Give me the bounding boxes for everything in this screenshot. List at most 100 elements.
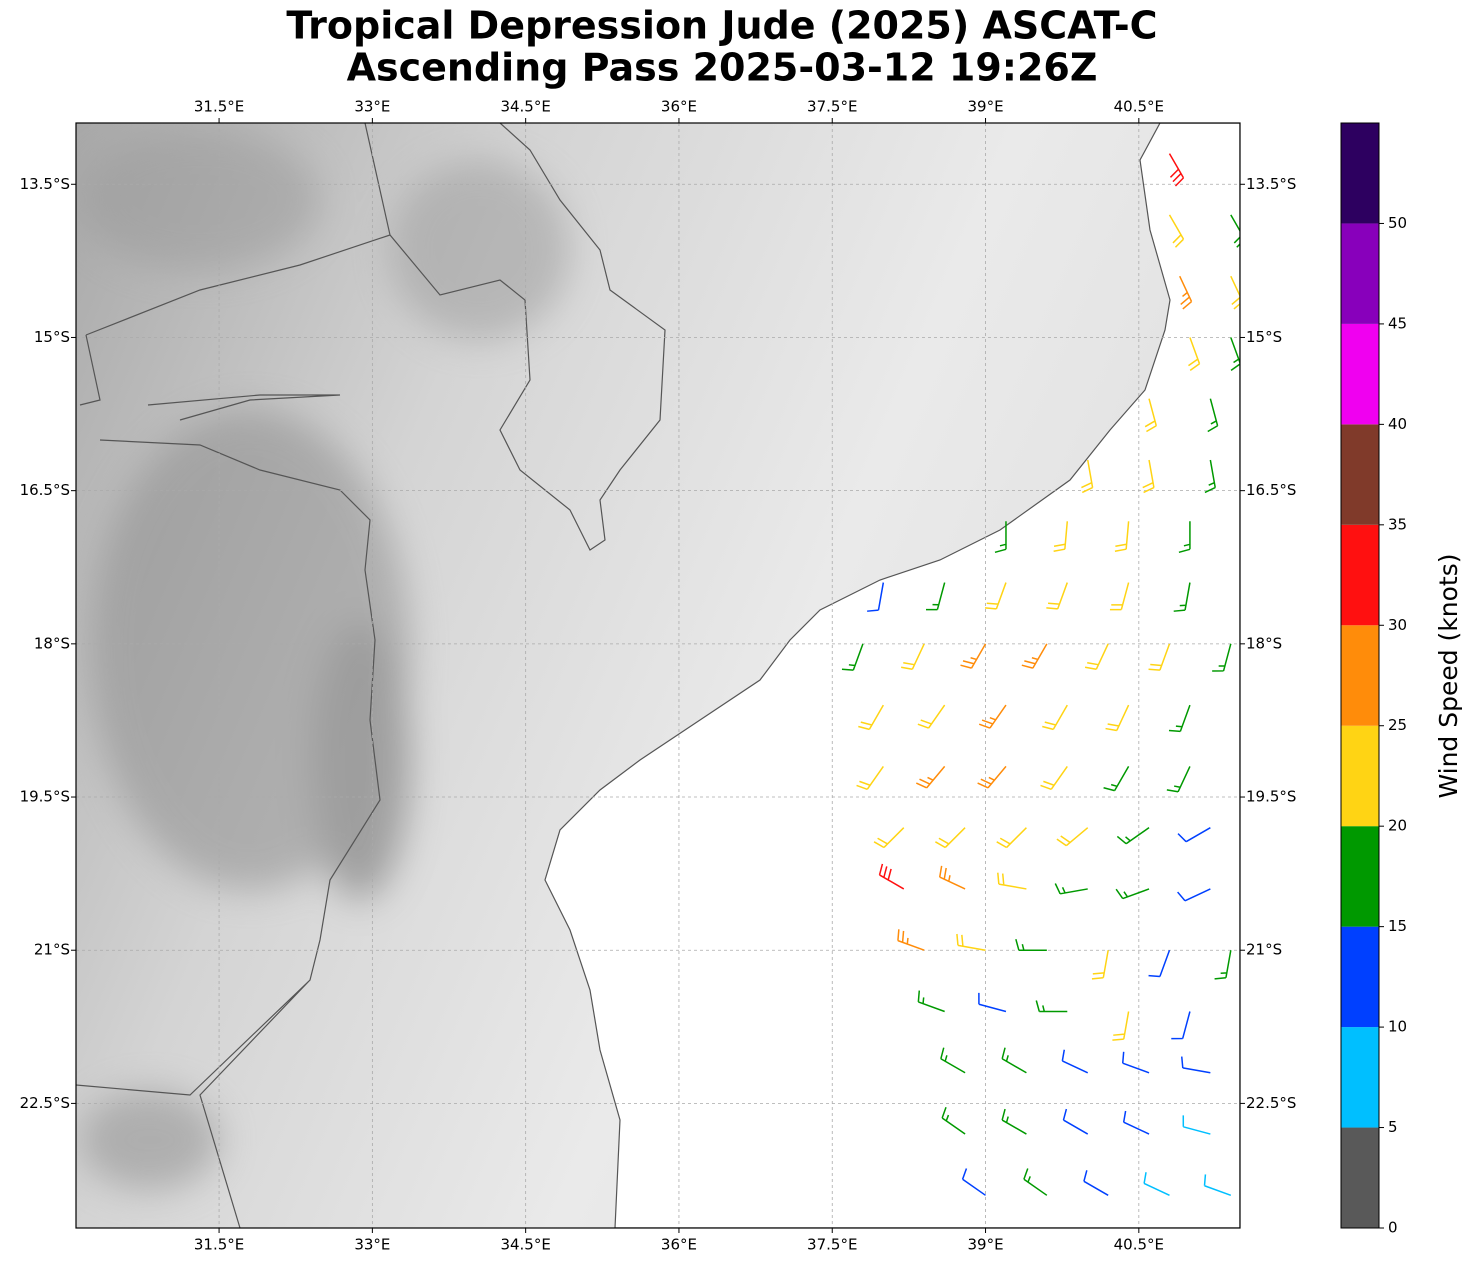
wind-barb — [915, 765, 946, 789]
wind-barb — [956, 933, 986, 951]
lat-tick-label: 16.5°S — [1246, 481, 1296, 499]
lat-tick-label: 18°S — [34, 634, 70, 652]
colorbar-tick-label: 10 — [1388, 1018, 1407, 1036]
wind-barb — [856, 765, 884, 791]
wind-barb — [1053, 521, 1069, 552]
wind-barb — [1212, 643, 1232, 672]
lat-tick-label: 19.5°S — [1246, 788, 1296, 806]
wind-barb — [1116, 827, 1150, 845]
borders — [76, 123, 666, 1228]
colorbar-tick-label: 30 — [1388, 616, 1407, 634]
wind-barb — [994, 521, 1007, 554]
map-frame — [75, 122, 1241, 1229]
wind-barb — [1040, 765, 1068, 791]
wind-barb — [1180, 1056, 1211, 1074]
wind-barb — [917, 990, 945, 1013]
wind-barb — [1103, 766, 1130, 792]
colorbar-segment — [1341, 424, 1379, 525]
wind-barb — [1173, 582, 1191, 612]
wind-barb — [1142, 459, 1155, 494]
colorbar-tick-label: 35 — [1388, 515, 1407, 533]
wind-barb — [941, 1106, 966, 1135]
lat-tick-label: 21°S — [34, 941, 70, 959]
wind-barb — [1177, 888, 1211, 902]
colorbar-segment — [1341, 725, 1379, 827]
lon-tick-label: 36°E — [661, 1236, 697, 1254]
wind-barb — [938, 865, 966, 890]
colorbar-segment — [1341, 323, 1379, 425]
ocean — [544, 123, 1240, 1228]
wind-barb — [867, 582, 885, 612]
wind-barb — [1188, 337, 1201, 371]
lon-tick-label: 39°E — [967, 98, 1003, 116]
wind-barb — [1054, 883, 1088, 895]
lon-tick-label: 31.5°E — [194, 1236, 244, 1254]
wind-barb — [1084, 643, 1109, 670]
colorbar-segment — [1341, 826, 1379, 927]
colorbar-tick-label: 25 — [1388, 716, 1407, 734]
colorbar-segment — [1341, 1127, 1379, 1228]
colorbar-label: Wind Speed (knots) — [1434, 553, 1463, 798]
lat-tick-label: 15°S — [1246, 328, 1282, 346]
lon-tick-label: 40.5°E — [1114, 98, 1164, 116]
lon-tick-label: 37.5°E — [807, 98, 857, 116]
colorbar: 0 5 10 15 20 25 30 35 40 45 50 — [1340, 122, 1407, 1237]
wind-barb — [1091, 950, 1109, 980]
wind-barb — [1178, 521, 1191, 554]
colorbar-segment — [1341, 625, 1379, 726]
wind-barb — [858, 704, 884, 731]
wind-barb — [1230, 337, 1240, 371]
title-line: Tropical Depression Jude (2025) ASCAT-C — [286, 4, 1157, 48]
wind-barb — [1177, 827, 1211, 843]
lat-tick-label: 19.5°S — [20, 788, 70, 806]
colorbar-tick-label: 45 — [1388, 314, 1407, 332]
wind-barb — [1001, 1047, 1027, 1074]
wind-barb — [1081, 459, 1094, 494]
lon-tick-label: 36°E — [661, 98, 697, 116]
wind-barb — [878, 863, 905, 890]
wind-barb — [1122, 1110, 1150, 1135]
lat-tick-label: 13.5°S — [20, 175, 70, 193]
colorbar-segment — [1341, 223, 1379, 324]
wind-barb — [1112, 1011, 1130, 1041]
wind-barb — [1061, 1049, 1089, 1074]
lon-tick-label: 34.5°E — [500, 1236, 550, 1254]
wind-barb — [1062, 1108, 1089, 1135]
lon-tick-label: 33°E — [354, 1236, 390, 1254]
colorbar-tick-label: 40 — [1388, 415, 1407, 433]
wind-barb — [1056, 827, 1089, 847]
wind-barb — [1168, 214, 1185, 248]
wind-barb — [935, 827, 966, 849]
lon-tick-label: 39°E — [967, 1236, 1003, 1254]
wind-barb — [1046, 582, 1068, 610]
wind-barb — [897, 929, 925, 951]
colorbar-segment — [1341, 524, 1379, 626]
lat-tick-label: 22.5°S — [1246, 1094, 1296, 1112]
colorbar-segment — [1341, 123, 1379, 224]
colorbar-tick-label: 0 — [1388, 1219, 1398, 1237]
lat-tick-label: 22.5°S — [20, 1094, 70, 1112]
wind-barb — [978, 992, 1007, 1013]
wind-barb — [1042, 704, 1068, 731]
lat-tick-label: 21°S — [1246, 941, 1282, 959]
colorbar-tick-label: 20 — [1388, 817, 1407, 835]
colorbar-frame — [1340, 122, 1380, 1229]
wind-barb — [1179, 275, 1193, 310]
wind-barb — [984, 582, 1007, 610]
wind-barb — [1105, 704, 1130, 732]
lat-tick-label: 13.5°S — [1246, 175, 1296, 193]
wind-barb — [1001, 1108, 1027, 1135]
wind-barb — [1035, 1000, 1068, 1013]
lat-tick-label: 15°S — [34, 328, 70, 346]
wind-barb — [917, 704, 946, 729]
wind-barb — [1109, 582, 1130, 611]
gridlines — [76, 123, 1240, 1228]
wind-barb — [1214, 950, 1232, 980]
colorbar-tick-label: 15 — [1388, 917, 1407, 935]
wind-barb — [1144, 398, 1158, 433]
map-area — [76, 123, 1240, 1228]
wind-barb — [978, 704, 1007, 729]
lon-tick-label: 31.5°E — [194, 98, 244, 116]
wind-barb — [1166, 766, 1191, 793]
